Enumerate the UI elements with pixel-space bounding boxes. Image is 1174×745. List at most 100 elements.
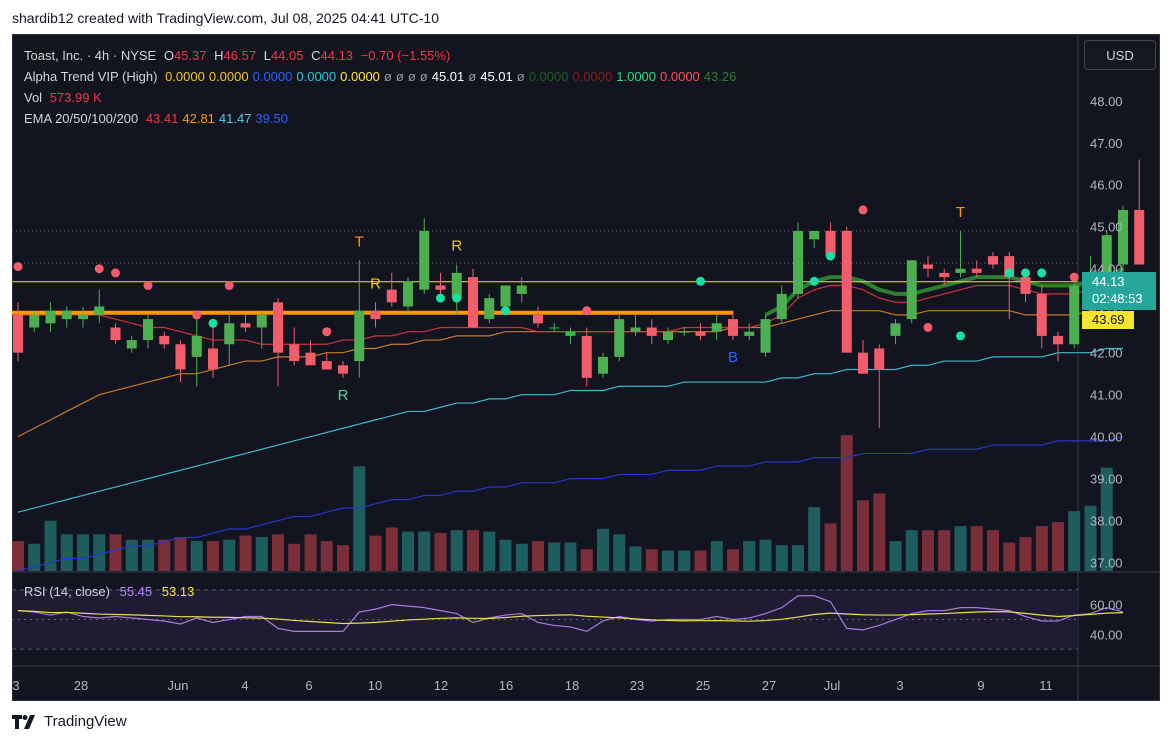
candle xyxy=(533,306,543,328)
time-tick-label: 3 xyxy=(896,678,903,693)
ema-lines xyxy=(12,266,1124,572)
candle xyxy=(988,251,998,269)
candle xyxy=(1036,285,1047,349)
signal-label: T xyxy=(956,204,965,221)
candle xyxy=(338,361,348,378)
candle-body xyxy=(1020,277,1031,294)
candle-body xyxy=(78,314,88,320)
time-tick-label: 11 xyxy=(1039,678,1053,693)
price-tick-label: 46.00 xyxy=(1090,178,1123,193)
candle xyxy=(354,260,365,378)
candle-body xyxy=(419,230,430,290)
candle-body xyxy=(955,268,966,273)
candle xyxy=(94,289,105,324)
candle-body xyxy=(94,306,105,315)
volume-bars xyxy=(12,435,1113,571)
symbol-row[interactable]: Toast, Inc. · 4h · NYSE O45.37 H46.57 L4… xyxy=(24,45,740,66)
candle xyxy=(646,319,657,345)
candle xyxy=(468,268,478,328)
volume-bar xyxy=(402,531,414,571)
candle xyxy=(305,340,316,366)
volume-value: 573.99 K xyxy=(49,90,102,105)
ema-value-3: 39.50 xyxy=(255,111,289,126)
candle-body xyxy=(906,260,917,320)
candle-body xyxy=(679,331,690,333)
signal-dot xyxy=(809,276,819,286)
volume-row[interactable]: Vol 573.99 K xyxy=(24,87,740,108)
signal-dot xyxy=(1004,268,1014,278)
candle-body xyxy=(841,230,852,353)
volume-bar xyxy=(727,549,739,571)
signal-label: T xyxy=(355,233,364,250)
candle xyxy=(208,327,218,378)
time-tick-label: 18 xyxy=(565,678,579,693)
candle-body xyxy=(484,298,495,320)
alpha-trend-value-17: 43.26 xyxy=(703,69,737,84)
bar-countdown: 02:48:53 xyxy=(1092,291,1143,306)
alpha-trend-value-16: 0.0000 xyxy=(660,69,700,84)
volume-bar xyxy=(434,532,447,571)
candle xyxy=(614,314,625,362)
ema200-line xyxy=(17,436,1124,572)
rsi-value: 55.45 xyxy=(119,584,153,599)
footer-brand[interactable]: TradingView xyxy=(44,713,127,730)
candle xyxy=(565,327,576,345)
signal-dot xyxy=(1069,272,1079,282)
candle-body xyxy=(874,348,885,370)
candle-body xyxy=(1053,335,1063,345)
candle xyxy=(224,310,235,366)
candle-body xyxy=(175,344,186,370)
signal-dot xyxy=(322,327,332,337)
candle xyxy=(370,302,381,328)
price-tick-label: 40.00 xyxy=(1090,430,1123,445)
volume-bar xyxy=(320,541,333,571)
time-tick-label: 23 xyxy=(630,678,644,693)
time-tick-label: Jul xyxy=(824,678,841,693)
candle-body xyxy=(354,310,365,362)
volume-bar xyxy=(808,507,821,571)
footer: TradingView xyxy=(12,713,127,730)
alpha-trend-value-11: 45.01 xyxy=(480,69,513,84)
alpha-trend-value-2: 0.0000 xyxy=(252,69,293,84)
volume-bar xyxy=(678,550,691,571)
volume-bar xyxy=(515,543,528,571)
candle xyxy=(809,230,820,248)
candle xyxy=(1004,251,1015,320)
candle-body xyxy=(890,323,901,336)
candle xyxy=(955,230,966,278)
indicator-legend: Toast, Inc. · 4h · NYSE O45.37 H46.57 L4… xyxy=(24,45,740,129)
volume-bar xyxy=(1052,522,1064,571)
volume-bar xyxy=(905,530,918,571)
candle-body xyxy=(793,230,803,294)
time-tick-label: 6 xyxy=(305,678,312,693)
rsi-line xyxy=(17,595,1124,633)
rsi-pane xyxy=(12,589,1124,650)
candle-body xyxy=(29,314,40,328)
candle-body xyxy=(468,277,478,328)
volume-bar xyxy=(873,493,886,571)
candle xyxy=(630,314,641,336)
price-tick-label: 39.00 xyxy=(1090,472,1123,487)
low-label: L xyxy=(263,48,271,63)
candle xyxy=(159,331,170,349)
price-tick-label: 38.00 xyxy=(1090,514,1123,529)
time-tick-label: Jun xyxy=(168,678,189,693)
ema-row[interactable]: EMA 20/50/100/200 43.41 42.81 41.47 39.50 xyxy=(24,108,740,129)
signal-dot xyxy=(192,310,202,320)
candle xyxy=(679,327,690,336)
chart-attribution: shardib12 created with TradingView.com, … xyxy=(12,10,439,26)
volume-bar xyxy=(223,539,236,571)
candle-body xyxy=(305,352,316,366)
currency-button[interactable]: USD xyxy=(1084,40,1156,70)
volume-bar xyxy=(418,531,431,571)
candle-body xyxy=(61,310,72,320)
volume-bar xyxy=(1035,526,1048,571)
alpha-trend-row[interactable]: Alpha Trend VIP (High) 0.0000 0.0000 0.000… xyxy=(24,66,740,87)
candle xyxy=(143,314,153,349)
rsi-legend[interactable]: RSI (14, close) 55.45 53.13 xyxy=(24,584,194,599)
candle-body xyxy=(386,289,397,303)
candle xyxy=(175,340,186,383)
alpha-trend-value-3: 0.0000 xyxy=(296,69,337,84)
signal-dot xyxy=(501,306,510,316)
